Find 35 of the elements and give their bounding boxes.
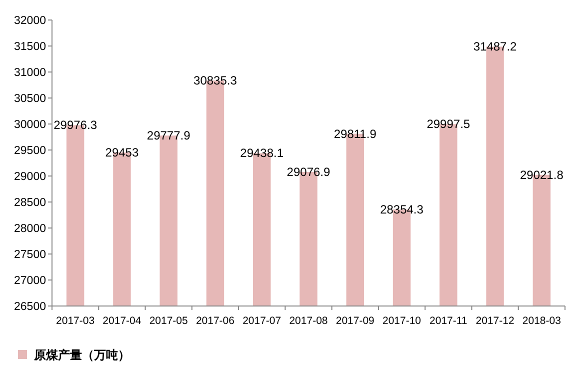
y-tick-label: 27500 [14, 249, 46, 261]
data-label: 29021.8 [520, 168, 564, 182]
y-tick-label: 30000 [14, 119, 46, 131]
data-label: 29997.5 [426, 117, 470, 132]
x-tick-label: 2017-11 [430, 315, 468, 327]
y-tick-label: 26500 [14, 301, 46, 313]
data-label: 29453 [105, 145, 139, 160]
data-label: 29777.9 [146, 128, 191, 143]
y-tick-label: 30500 [14, 93, 46, 105]
x-tick-label: 2017-07 [242, 315, 282, 327]
x-tick-label: 2017-05 [149, 315, 188, 327]
x-tick-label: 2018-03 [522, 315, 562, 327]
y-tick-label: 31500 [14, 41, 46, 53]
x-tick-label: 2017-03 [56, 315, 95, 327]
data-label: 31487.2 [473, 40, 518, 54]
data-label: 29811.9 [334, 126, 377, 141]
x-tick-label: 2017-08 [289, 315, 328, 327]
y-tick-label: 28500 [14, 197, 46, 209]
x-tick-label: 2017-09 [336, 315, 375, 327]
y-tick-label: 31000 [14, 67, 46, 79]
data-label: 29438.1 [240, 146, 284, 160]
y-tick-label: 29500 [14, 145, 46, 157]
y-tick-label: 28000 [14, 223, 46, 235]
x-tick-label: 2017-10 [382, 315, 422, 327]
y-tick-label: 32000 [14, 15, 46, 27]
data-label: 29976.3 [54, 118, 98, 132]
data-label: 30835.3 [194, 74, 238, 88]
data-label: 28354.3 [380, 202, 424, 217]
data-label: 29076.9 [286, 165, 331, 179]
x-tick-label: 2017-12 [476, 315, 514, 327]
y-tick-label: 29000 [14, 171, 46, 183]
y-tick-label: 27000 [14, 275, 46, 287]
x-tick-label: 2017-06 [196, 315, 235, 327]
x-tick-label: 2017-04 [102, 315, 142, 327]
legend-label: 原煤产量（万吨） [33, 348, 130, 362]
